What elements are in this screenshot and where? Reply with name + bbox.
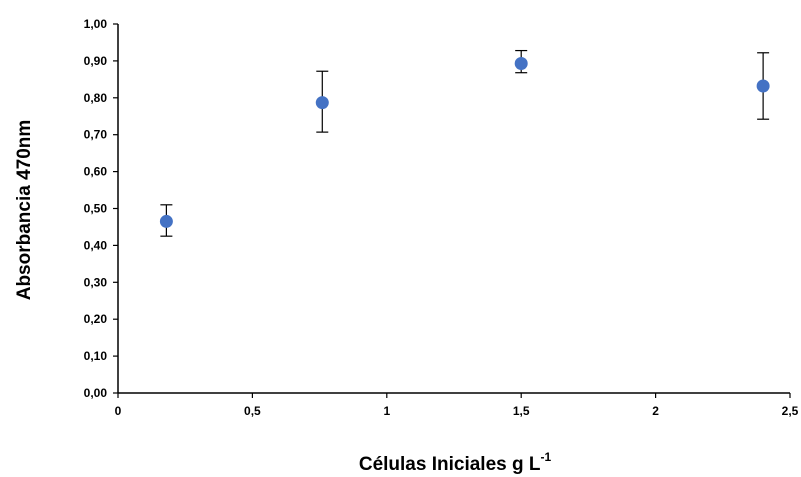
- data-points: [159, 56, 770, 228]
- data-point: [159, 214, 173, 228]
- x-axis-title: Células Iniciales g L-1: [359, 450, 552, 475]
- error-bars: [160, 49, 770, 237]
- y-tick-label: 0,80: [84, 91, 108, 105]
- y-tick-label: 0,90: [84, 54, 108, 68]
- y-tick-label: 0,60: [84, 165, 108, 179]
- x-tick-label: 1,5: [513, 404, 530, 418]
- x-tick-label: 2,5: [782, 404, 799, 418]
- y-tick-label: 0,00: [84, 386, 108, 400]
- data-point: [756, 79, 770, 93]
- axes: [117, 24, 790, 394]
- y-tick-label: 0,30: [84, 275, 108, 289]
- data-point: [514, 56, 528, 70]
- y-tick-label: 0,40: [84, 238, 108, 252]
- x-tick-label: 1: [383, 404, 390, 418]
- data-point: [315, 96, 329, 110]
- x-tick-label: 0,5: [244, 404, 261, 418]
- y-axis-title: Absorbancia 470nm: [14, 120, 35, 301]
- y-tick-label: 0,10: [84, 349, 108, 363]
- y-tick-label: 0,70: [84, 128, 108, 142]
- x-tick-label: 0: [115, 404, 122, 418]
- y-tick-label: 1,00: [84, 17, 108, 31]
- y-tick-label: 0,20: [84, 312, 108, 326]
- y-tick-label: 0,50: [84, 202, 108, 216]
- x-axis-ticks: 0 0,5 1 1,5 2 2,5: [115, 393, 799, 418]
- y-axis-ticks: 0,00 0,10 0,20 0,30 0,40 0,50 0,60 0,70 0,80 0,90…: [84, 17, 118, 400]
- x-tick-label: 2: [652, 404, 659, 418]
